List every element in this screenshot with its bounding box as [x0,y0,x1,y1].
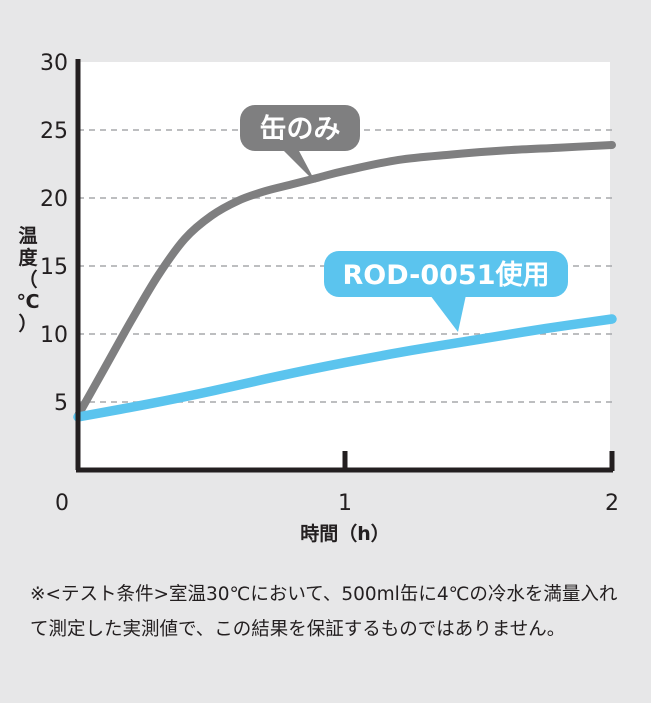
y-axis-title: 温度（℃） [16,225,39,335]
series-label-pointer-0 [282,149,316,183]
series-label-pointer-1 [430,295,466,332]
x-tick-label-2: 2 [605,491,619,516]
series-labels: 缶のみ ROD-0051使用 [240,105,568,332]
y-tick-label-3: 20 [40,187,68,212]
series-label-bg-1 [324,251,568,297]
series-label-1: ROD-0051使用 [324,251,568,332]
series-label-text-0: 缶のみ [260,113,341,145]
y-tick-label-1: 10 [40,323,68,348]
y-tick-label-4: 25 [40,119,68,144]
y-tick-label-5: 30 [40,51,68,76]
x-tick-label-1: 1 [338,491,352,516]
series-line-rod-0051 [73,314,617,422]
x-axis-title: 時間（h） [300,522,390,545]
y-tick-label-0: 5 [54,391,68,416]
y-tick-label-2: 15 [40,255,68,280]
y-axis-title-char-1: 度 [18,246,38,269]
footnote: ※<テスト条件>室温30℃において、500ml缶に4℃の冷水を満量入れて測定した… [30,584,618,640]
series-label-bg-0 [240,105,360,151]
series-layer [73,141,617,422]
chart: 0 1 2 5 10 15 20 25 30 缶のみ ROD-0051使用 時間（h） 温度（℃… [16,51,619,545]
x-ticks: 0 1 2 [55,451,619,516]
y-axis-title-char-3: ℃ [16,291,39,313]
series-label-0: 缶のみ [240,105,360,183]
series-label-text-1: ROD-0051使用 [342,260,549,291]
y-axis-title-char-4: ） [18,312,37,335]
y-axis-title-char-0: 温 [18,225,37,247]
x-tick-label-0: 0 [55,491,69,516]
series-line-can-only [74,141,616,420]
y-axis-title-char-2: （ [18,268,37,291]
y-ticks: 5 10 15 20 25 30 [40,51,68,416]
